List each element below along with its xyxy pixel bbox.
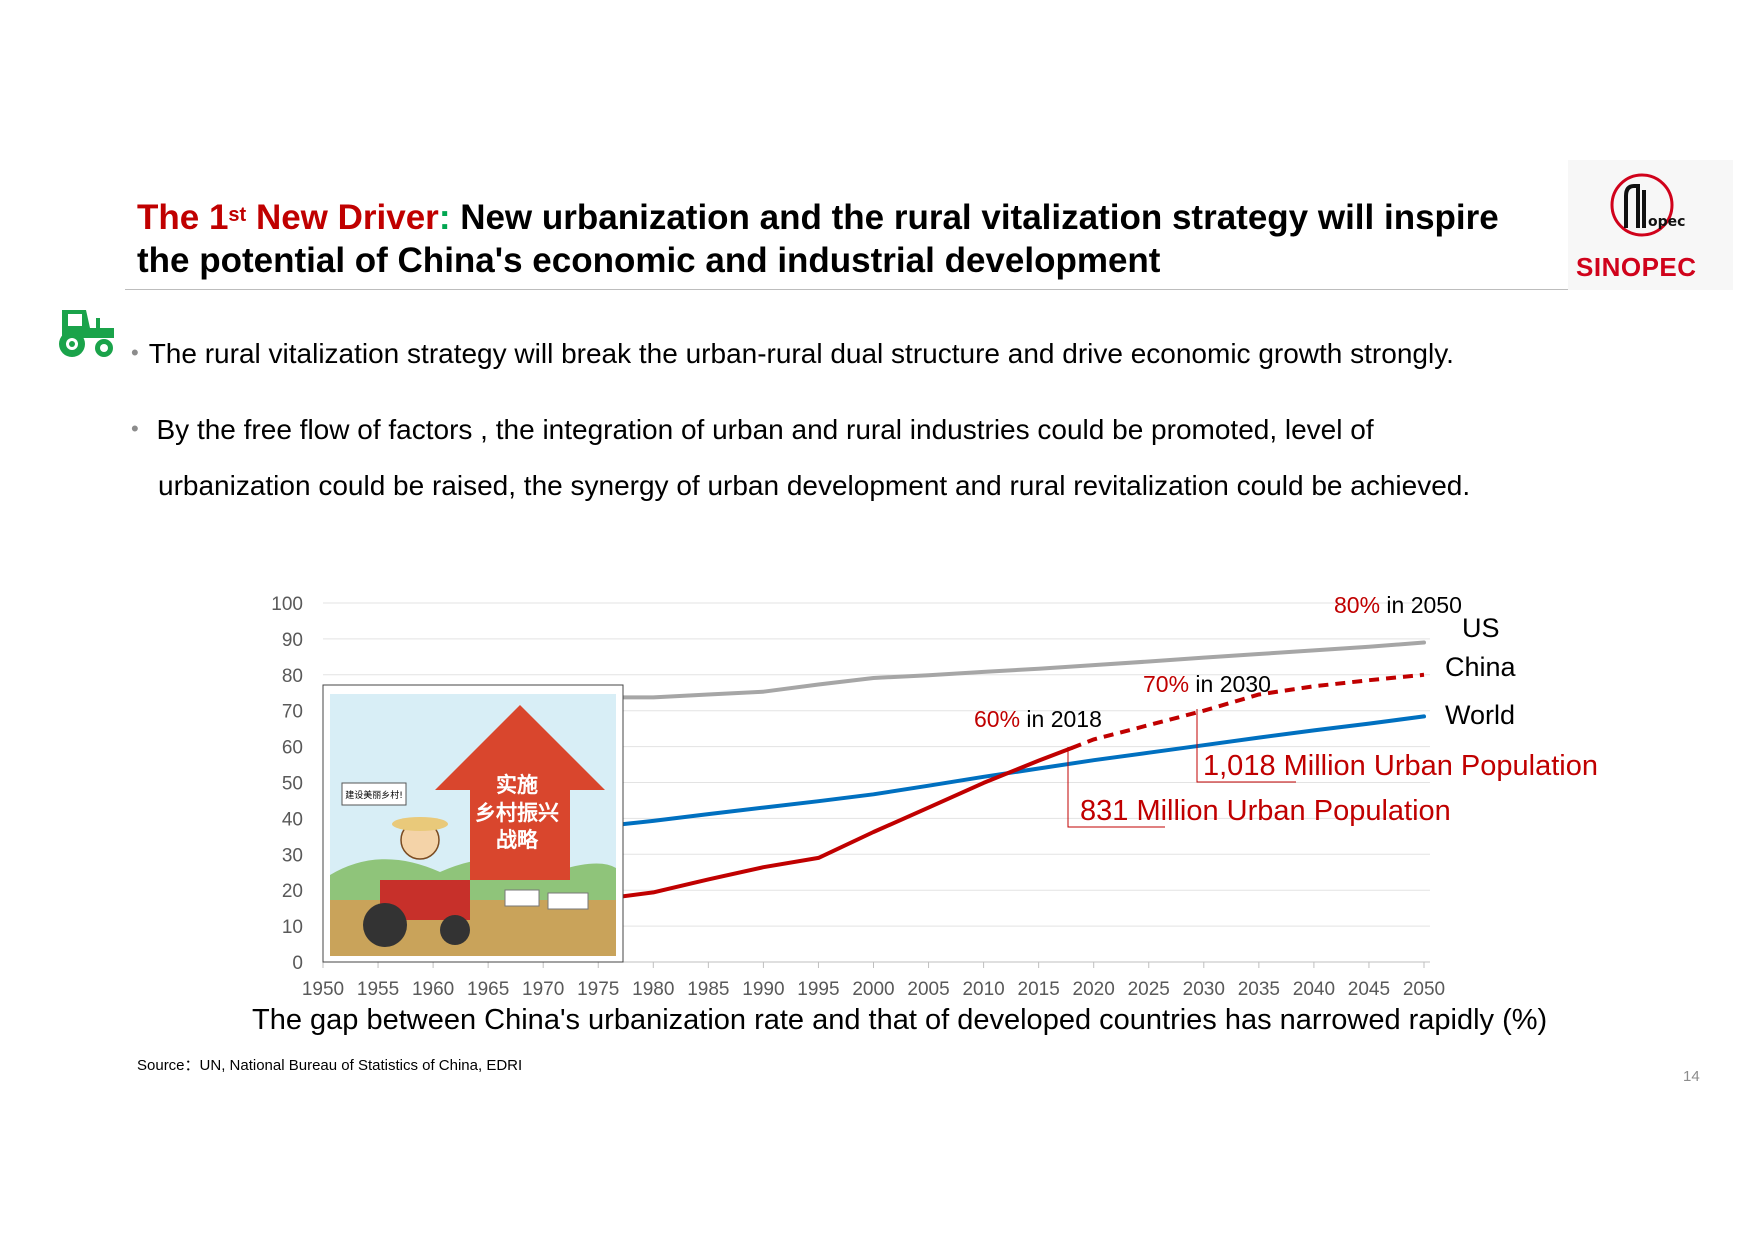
poster-illustration: 实施 乡村振兴 战略 建设美丽乡村! bbox=[322, 684, 624, 963]
series-line-china bbox=[596, 746, 1074, 902]
y-tick-label: 30 bbox=[282, 845, 303, 866]
title-driver: New Driver bbox=[246, 198, 439, 237]
callout-2018-population: 831 Million Urban Population bbox=[1080, 795, 1451, 827]
title-main: New urbanization and the rural vitalizat… bbox=[137, 198, 1499, 280]
annotation-2030-year: in 2030 bbox=[1189, 671, 1271, 697]
title-driver-label: The 1st New Driver bbox=[137, 198, 439, 237]
poster-sign: 建设美丽乡村! bbox=[345, 789, 403, 801]
x-tick-label: 1980 bbox=[632, 979, 674, 1000]
poster-line-2: 乡村振兴 bbox=[475, 801, 559, 825]
annotation-2050: 80% in 2050 bbox=[1334, 592, 1462, 618]
x-axis: 1950 1955 1960 1965 1970 1975 1980 1985 1990 1995… bbox=[302, 962, 1445, 1000]
x-tick-label: 1985 bbox=[687, 979, 729, 1000]
x-tick-label: 1955 bbox=[357, 979, 399, 1000]
x-tick-label: 2015 bbox=[1018, 979, 1060, 1000]
y-axis: 0 10 20 30 40 50 60 70 80 90 100 bbox=[271, 594, 303, 974]
poster-line-1: 实施 bbox=[496, 773, 538, 797]
y-tick-label: 20 bbox=[282, 881, 303, 902]
farmer-hat bbox=[392, 817, 448, 831]
annotation-2030-pct: 70% bbox=[1143, 671, 1189, 697]
x-tick-label: 1970 bbox=[522, 979, 564, 1000]
callout-line-2018 bbox=[1067, 747, 1165, 828]
sinopec-emblem-icon: opec bbox=[1610, 173, 1685, 237]
series-label-world: World bbox=[1445, 700, 1515, 730]
x-tick-label: 2030 bbox=[1183, 979, 1225, 1000]
x-tick-label: 1965 bbox=[467, 979, 509, 1000]
x-tick-label: 1950 bbox=[302, 979, 344, 1000]
chart-caption: The gap between China's urbanization rat… bbox=[252, 1004, 1548, 1036]
x-tick-label: 2005 bbox=[907, 979, 949, 1000]
sinopec-logo: opec bbox=[1568, 160, 1733, 290]
x-tick-label: 1975 bbox=[577, 979, 619, 1000]
callout-2030-population: 1,018 Million Urban Population bbox=[1203, 750, 1598, 782]
y-tick-label: 40 bbox=[282, 809, 303, 830]
x-tick-label: 1960 bbox=[412, 979, 454, 1000]
title-prefix: The 1 bbox=[137, 198, 229, 237]
poster-tractor-wheel bbox=[440, 915, 470, 945]
series-projection-china bbox=[1070, 672, 1425, 750]
poster-house bbox=[547, 892, 589, 910]
bullet-2: • By the free flow of factors , the inte… bbox=[131, 414, 1374, 446]
poster-house bbox=[504, 889, 540, 907]
x-tick-label: 1990 bbox=[742, 979, 784, 1000]
annotation-2050-pct: 80% bbox=[1334, 592, 1380, 618]
x-tick-label: 2050 bbox=[1403, 979, 1445, 1000]
series-label-china: China bbox=[1445, 652, 1517, 682]
x-tick-label: 2040 bbox=[1293, 979, 1335, 1000]
y-tick-label: 80 bbox=[282, 666, 303, 687]
title-superscript: st bbox=[228, 204, 247, 226]
bullet-1: • The rural vitalization strategy will br… bbox=[131, 338, 1454, 370]
series-labels: US China World bbox=[1445, 613, 1517, 730]
y-tick-label: 50 bbox=[282, 774, 303, 795]
annotation-2030: 70% in 2030 bbox=[1143, 671, 1271, 697]
series-lines bbox=[596, 640, 1426, 902]
bullet-2-continuation: urbanization could be raised, the synerg… bbox=[158, 470, 1471, 501]
tractor-icon bbox=[59, 310, 114, 357]
svg-text:opec: opec bbox=[1648, 214, 1685, 230]
x-tick-label: 2000 bbox=[852, 979, 894, 1000]
x-tick-label: 1995 bbox=[797, 979, 839, 1000]
x-tick-label: 2025 bbox=[1128, 979, 1170, 1000]
y-tick-label: 90 bbox=[282, 630, 303, 651]
bullet-text: By the free flow of factors , the integr… bbox=[148, 414, 1374, 445]
y-tick-label: 10 bbox=[282, 917, 303, 938]
page-number: 14 bbox=[1683, 1068, 1700, 1085]
source-note: Source：UN, National Bureau of Statistics… bbox=[137, 1057, 523, 1074]
x-tick-label: 2010 bbox=[962, 979, 1004, 1000]
series-line-us bbox=[596, 640, 1426, 700]
callout-line-2030 bbox=[1196, 709, 1296, 783]
bullet-text: The rural vitalization strategy will bre… bbox=[148, 338, 1454, 369]
x-tick-label: 2020 bbox=[1073, 979, 1115, 1000]
y-tick-label: 0 bbox=[292, 953, 303, 974]
population-callouts: 1,018 Million Urban Population 831 Milli… bbox=[1067, 709, 1598, 828]
y-tick-label: 100 bbox=[271, 594, 303, 615]
x-tick-label: 2045 bbox=[1348, 979, 1390, 1000]
bullet-marker: • bbox=[131, 340, 139, 365]
x-tick-label: 2035 bbox=[1238, 979, 1280, 1000]
annotation-2018-year: in 2018 bbox=[1020, 706, 1102, 732]
y-tick-label: 60 bbox=[282, 738, 303, 759]
annotations: 80% in 2050 70% in 2030 60% in 2018 bbox=[974, 592, 1462, 732]
annotation-2050-year: in 2050 bbox=[1380, 592, 1462, 618]
y-tick-label: 70 bbox=[282, 702, 303, 723]
poster-line-3: 战略 bbox=[496, 828, 539, 852]
logo-wordmark: SINOPEC bbox=[1576, 252, 1697, 282]
annotation-2018: 60% in 2018 bbox=[974, 706, 1102, 732]
annotation-2018-pct: 60% bbox=[974, 706, 1020, 732]
title-divider bbox=[125, 289, 1605, 290]
title-colon: : bbox=[438, 198, 451, 237]
slide-title: The 1st New Driver: New urbanization and… bbox=[137, 196, 1537, 282]
bullet-marker: • bbox=[131, 416, 139, 441]
poster-tractor-wheel bbox=[363, 903, 407, 947]
series-label-us: US bbox=[1462, 613, 1500, 643]
